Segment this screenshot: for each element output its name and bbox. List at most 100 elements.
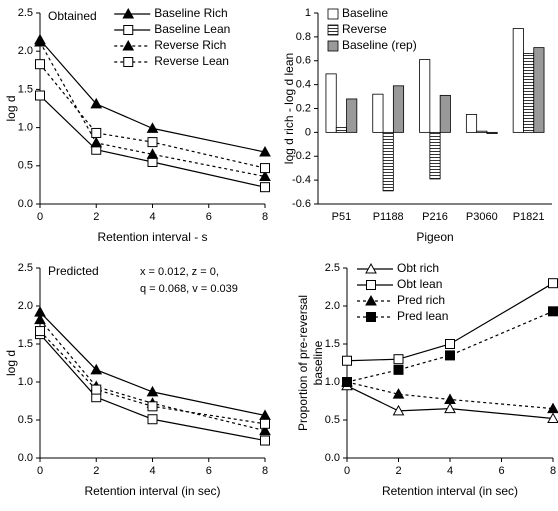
data-point — [260, 418, 270, 429]
y-tick-label: 1.0 — [18, 122, 33, 134]
x-tick-label: 8 — [262, 211, 268, 223]
y-tick-label: 2.5 — [325, 262, 340, 274]
data-point — [147, 414, 158, 425]
data-point — [260, 163, 270, 174]
data-point — [547, 412, 558, 423]
annotation: x = 0.012, z = 0, — [140, 266, 219, 278]
x-tick-label: 4 — [149, 211, 155, 223]
y-tick-label: 2.5 — [18, 262, 33, 274]
data-point — [260, 182, 270, 193]
y-tick-label: 2.0 — [18, 45, 33, 57]
data-point — [445, 350, 455, 361]
x-tick-label: 8 — [262, 465, 268, 477]
x-tick-label: P51 — [332, 211, 352, 223]
legend-label: Baseline Rich — [154, 6, 227, 20]
data-point — [259, 424, 271, 436]
y-tick-label: 0.5 — [18, 414, 33, 426]
x-tick-label: 4 — [447, 465, 453, 477]
y-axis-label: log d — [4, 95, 18, 121]
y-axis-label: Proportion of pre-reversal — [296, 295, 310, 431]
data-point — [91, 384, 102, 395]
x-axis-label: Retention interval (in sec) — [84, 484, 220, 498]
y-tick-label: 0.4 — [296, 79, 311, 91]
legend-label: Reverse — [342, 22, 387, 36]
legend-label: Reverse Rich — [154, 38, 226, 52]
series-line — [346, 282, 554, 362]
y-axis-label: log d — [4, 350, 18, 376]
data-point — [393, 364, 404, 375]
y-tick-label: 2.0 — [325, 300, 340, 312]
bar — [372, 93, 384, 133]
data-point — [90, 136, 103, 148]
data-point — [146, 385, 159, 397]
bar — [429, 131, 441, 180]
x-axis-label: Pigeon — [416, 230, 453, 244]
legend-label: Baseline Lean — [154, 22, 230, 36]
legend-swatch — [327, 8, 339, 20]
data-point — [260, 435, 270, 446]
data-point — [34, 36, 46, 47]
legend-label: Baseline — [342, 6, 388, 20]
y-tick-label: 0.0 — [325, 452, 340, 464]
bar — [486, 131, 498, 134]
legend-label: Obt rich — [397, 261, 439, 275]
y-tick-label: -0.6 — [292, 198, 311, 210]
data-point — [259, 170, 271, 181]
bar — [382, 131, 394, 192]
x-tick-label: 2 — [93, 211, 99, 223]
legend-label: Pred lean — [397, 309, 448, 323]
legend-marker — [365, 294, 377, 306]
data-point — [91, 127, 102, 138]
legend-label: Obt lean — [397, 277, 442, 291]
x-tick-label: 4 — [149, 465, 155, 477]
data-point — [146, 122, 159, 133]
series-line — [39, 39, 266, 153]
x-axis-label: Retention interval - s — [97, 230, 207, 244]
y-tick-label: 0.6 — [296, 55, 311, 67]
data-point — [90, 97, 103, 109]
y-tick-label: 0 — [305, 126, 311, 138]
data-point — [445, 339, 455, 349]
y-axis-label: baseline — [311, 340, 325, 385]
data-point — [342, 377, 352, 387]
y-tick-label: 2.5 — [18, 7, 33, 19]
data-point — [34, 313, 46, 325]
data-point — [548, 278, 558, 289]
data-point — [35, 326, 45, 337]
x-tick-label: 0 — [37, 211, 43, 223]
y-tick-label: 0.5 — [18, 160, 33, 172]
x-tick-label: P3060 — [466, 211, 498, 223]
data-point — [444, 402, 456, 414]
series-line — [346, 381, 554, 410]
data-point — [392, 388, 405, 399]
x-tick-label: 2 — [93, 465, 99, 477]
legend-marker — [123, 25, 134, 35]
x-tick-label: 2 — [395, 465, 401, 477]
legend-label: Reverse Lean — [154, 54, 229, 68]
series-line — [39, 41, 266, 178]
y-tick-label: 1.0 — [18, 376, 33, 388]
legend-label: Baseline (rep) — [342, 38, 417, 52]
x-tick-label: P1188 — [373, 211, 404, 223]
legend-marker — [366, 280, 376, 290]
bar — [512, 28, 524, 133]
annotation: q = 0.068, v = 0.039 — [140, 283, 238, 295]
series-line — [39, 333, 266, 442]
y-tick-label: 1 — [305, 7, 311, 19]
x-tick-label: 0 — [37, 465, 43, 477]
legend-marker — [122, 39, 135, 51]
series-line — [346, 310, 554, 383]
data-point — [548, 306, 558, 317]
y-axis-label: log d rich - log d lean — [282, 53, 296, 164]
series-line — [39, 311, 266, 417]
data-point — [90, 363, 103, 375]
legend-swatch — [327, 24, 339, 36]
panel-title: Predicted — [48, 264, 99, 278]
data-point — [259, 146, 271, 157]
x-tick-label: 6 — [498, 465, 504, 477]
legend-marker — [365, 262, 377, 274]
data-point — [547, 402, 558, 414]
series-line — [39, 319, 266, 432]
panel-title: Obtained — [48, 9, 97, 23]
